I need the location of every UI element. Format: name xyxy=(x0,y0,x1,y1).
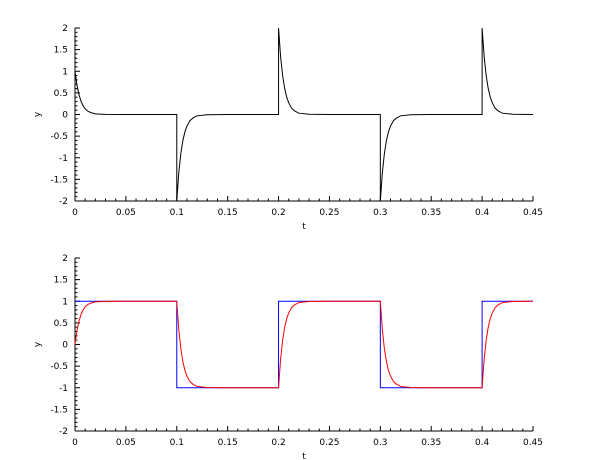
x-tick-label: 0.3 xyxy=(373,208,387,218)
x-tick-label: 0.35 xyxy=(421,438,441,448)
y-axis-label: y xyxy=(33,111,43,117)
y-tick-label: -0.5 xyxy=(50,132,68,142)
x-tick-label: 0.45 xyxy=(523,208,543,218)
x-tick-label: 0.1 xyxy=(170,438,184,448)
y-tick-label: -2 xyxy=(59,427,68,437)
x-tick-label: 0.15 xyxy=(218,208,238,218)
top-chart: 0 0.05 0.1 0.15 0.2 0.25 0.3 0.35 0.4 0.45 -2 -1.5 -… xyxy=(33,24,543,232)
bottom-chart: 0 0.05 0.1 0.15 0.2 0.25 0.3 0.35 0.4 0.45 -2 -1.5 -… xyxy=(33,254,543,460)
x-tick-label: 0.4 xyxy=(475,438,490,448)
y-tick-label: 1.5 xyxy=(54,46,68,56)
y-tick-label: -0.5 xyxy=(50,362,68,372)
x-tick-label: 0.45 xyxy=(523,438,543,448)
y-tick-label: 0.5 xyxy=(54,319,68,329)
y-tick-label: 2 xyxy=(62,254,68,264)
x-axis-label: t xyxy=(302,452,306,460)
x-tick-label: 0.2 xyxy=(271,438,285,448)
x-tick-label: 0.05 xyxy=(116,438,136,448)
x-tick-label: 0.35 xyxy=(421,208,441,218)
x-axis-label: t xyxy=(302,222,306,232)
x-tick-label: 0.2 xyxy=(271,208,285,218)
x-tick-label: 0.3 xyxy=(373,438,387,448)
y-tick-label: 1 xyxy=(62,67,68,77)
x-tick-label: 0.4 xyxy=(475,208,490,218)
x-tick-label: 0.25 xyxy=(319,438,339,448)
y-tick-label: 2 xyxy=(62,24,68,34)
y-tick-label: 1.5 xyxy=(54,276,68,286)
y-tick-label: -1.5 xyxy=(50,405,68,415)
y-tick-label: 0 xyxy=(62,111,68,121)
series-line-1 xyxy=(74,300,534,389)
y-tick-label: -1.5 xyxy=(50,175,68,185)
x-tick-label: 0.05 xyxy=(116,208,136,218)
x-tick-label: 0.25 xyxy=(319,208,339,218)
y-tick-label: -1 xyxy=(59,384,68,394)
y-tick-label: 0.5 xyxy=(54,89,68,99)
x-tick-label: 0 xyxy=(72,438,78,448)
y-tick-label: -1 xyxy=(59,154,68,164)
x-tick-label: 0.1 xyxy=(170,208,184,218)
x-tick-label: 0.15 xyxy=(218,438,238,448)
y-axis-label: y xyxy=(33,341,43,347)
y-tick-label: 1 xyxy=(62,297,68,307)
series-line-0 xyxy=(74,27,534,202)
y-tick-label: -2 xyxy=(59,197,68,207)
x-tick-label: 0 xyxy=(72,208,78,218)
y-tick-label: 0 xyxy=(62,341,68,351)
series-line-0 xyxy=(75,300,533,389)
